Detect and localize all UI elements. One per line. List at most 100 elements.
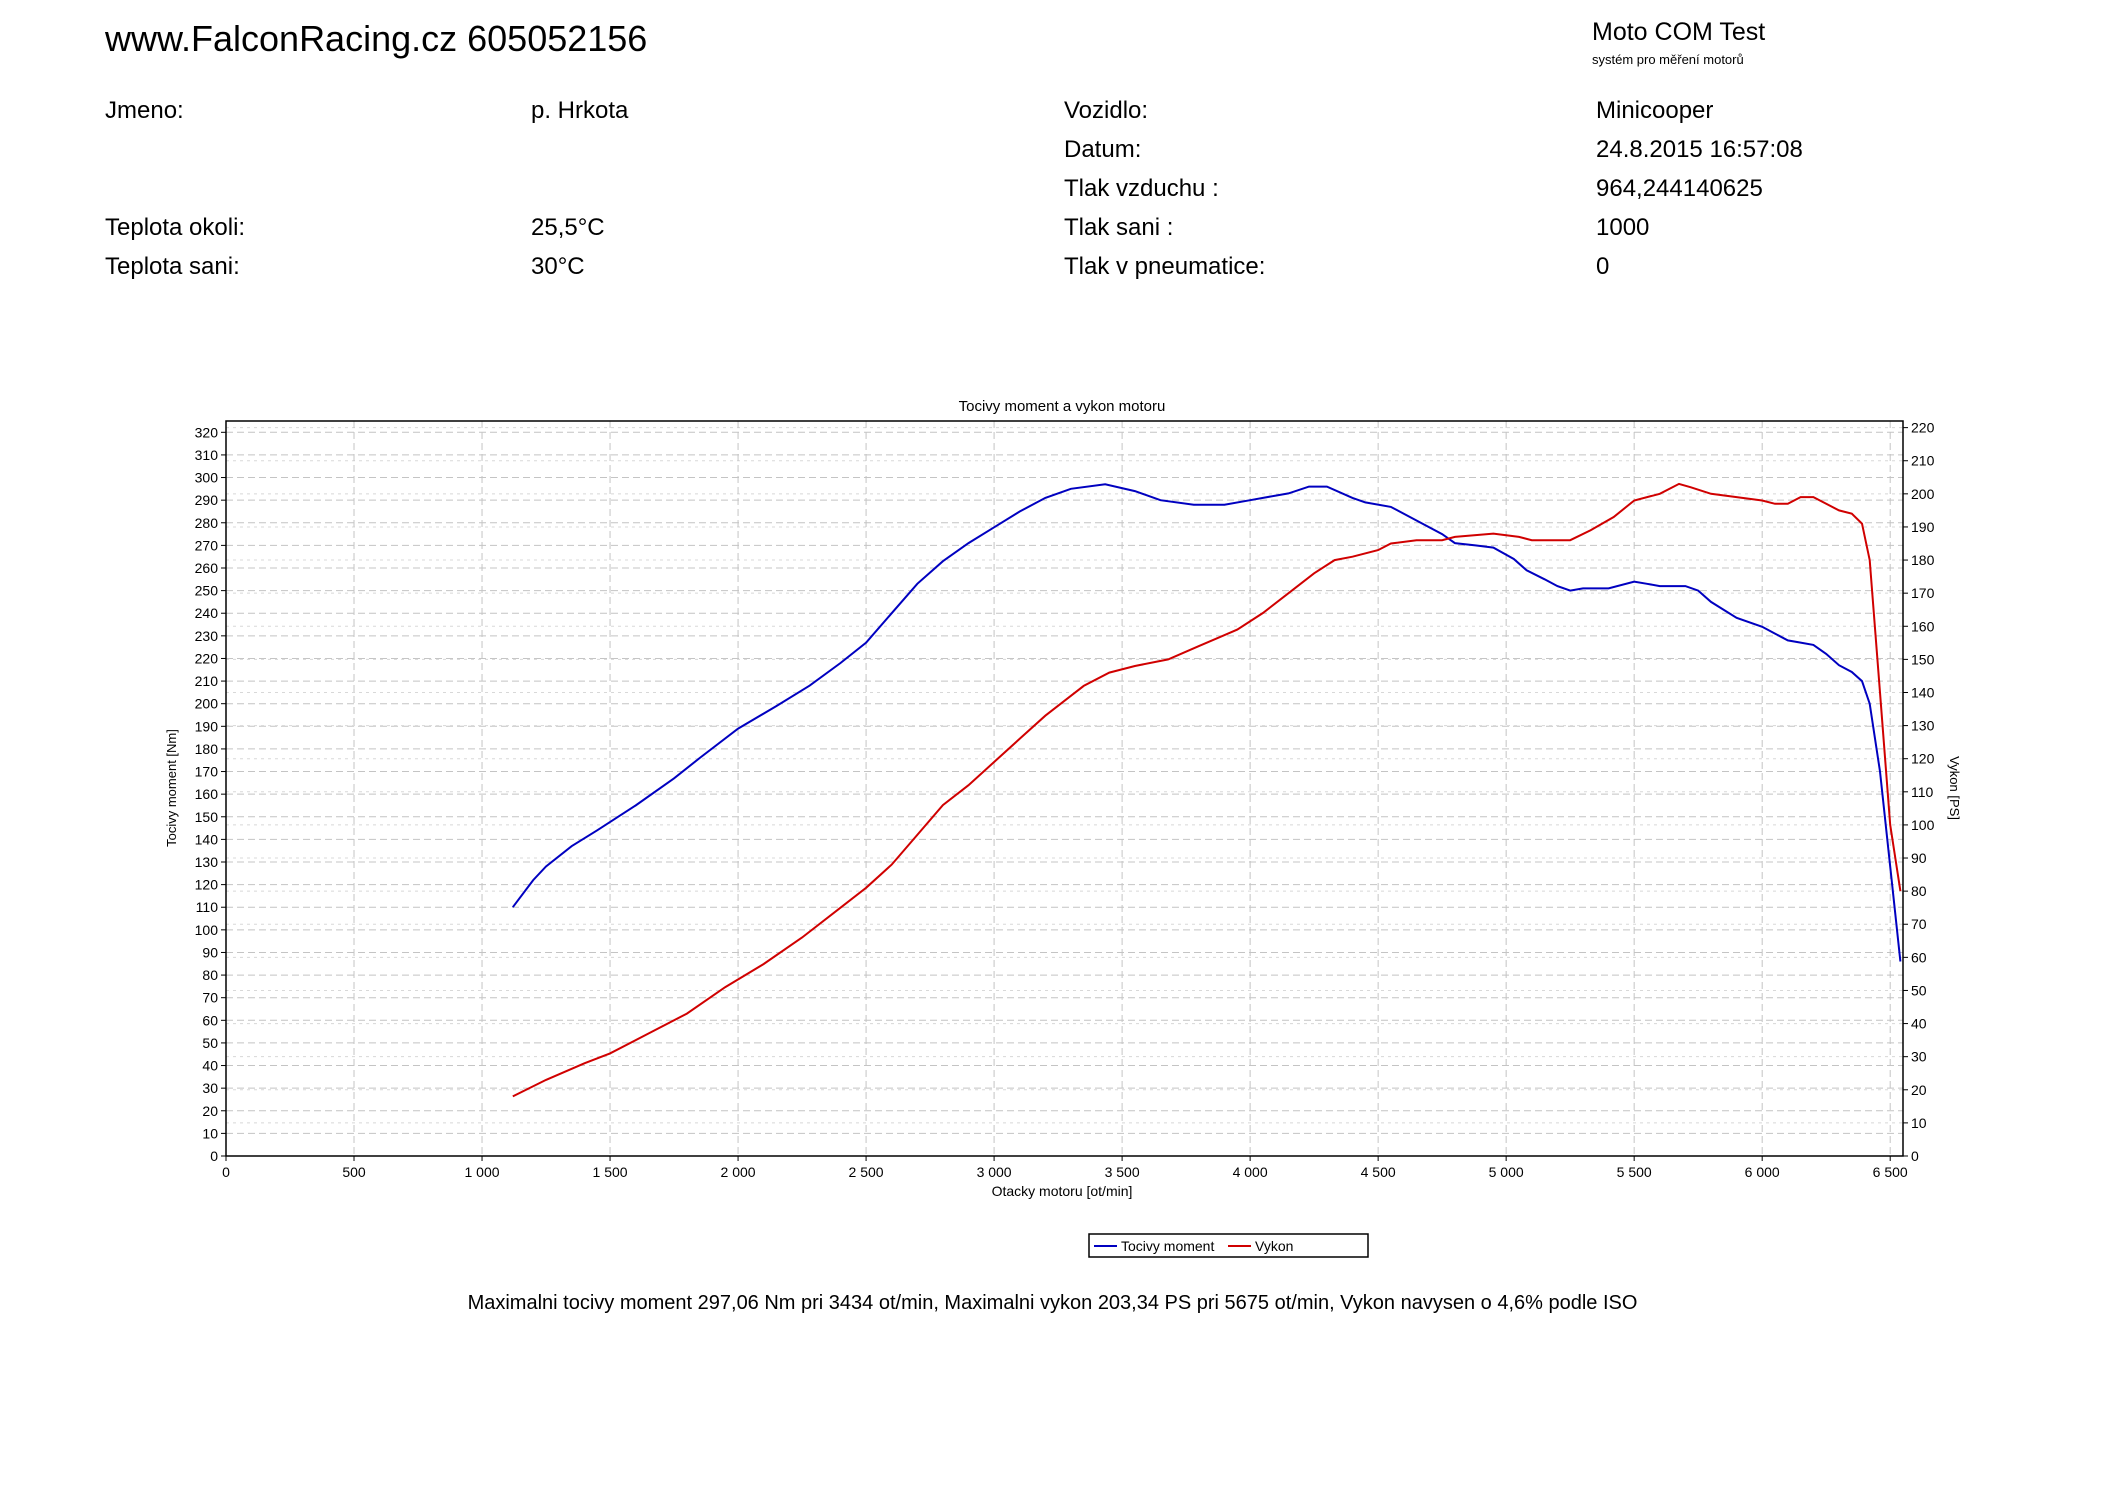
- y-tick-label: 240: [195, 605, 219, 621]
- y-tick-label: 50: [202, 1035, 218, 1051]
- y2-tick-label: 210: [1911, 453, 1935, 469]
- x-tick-label: 6 000: [1745, 1164, 1780, 1180]
- info-label: Datum:: [1064, 136, 1142, 163]
- y2-tick-label: 150: [1911, 651, 1935, 667]
- y-axis-label: Tocivy moment [Nm]: [164, 729, 179, 847]
- legend: Tocivy moment Vykon: [1088, 1233, 1369, 1258]
- y2-tick-label: 50: [1911, 982, 1927, 998]
- x-tick-label: 1 000: [465, 1164, 500, 1180]
- y-tick-label: 250: [195, 583, 219, 599]
- y2-tick-label: 170: [1911, 585, 1935, 601]
- y2-tick-label: 140: [1911, 684, 1935, 700]
- y-tick-label: 270: [195, 537, 219, 553]
- y-tick-label: 20: [202, 1103, 218, 1119]
- y-tick-label: 110: [196, 899, 219, 915]
- legend-power-label: Vykon: [1255, 1238, 1293, 1254]
- x-tick-label: 3 500: [1105, 1164, 1140, 1180]
- info-label: Tlak sani :: [1064, 214, 1174, 241]
- y2-tick-label: 0: [1911, 1148, 1919, 1164]
- x-tick-label: 5 000: [1489, 1164, 1524, 1180]
- y-tick-label: 200: [195, 696, 219, 712]
- y2-tick-label: 40: [1911, 1016, 1927, 1032]
- y-tick-label: 90: [202, 944, 218, 960]
- y-tick-label: 150: [195, 809, 219, 825]
- y2-tick-label: 110: [1911, 784, 1934, 800]
- torque-series-line: [512, 483, 1902, 962]
- grid-lines: [226, 421, 1903, 1156]
- y2-tick-label: 220: [1911, 420, 1935, 436]
- info-value: 964,244140625: [1596, 175, 1763, 202]
- y2-tick-label: 130: [1911, 718, 1935, 734]
- x-tick-label: 2 000: [721, 1164, 756, 1180]
- y-tick-label: 290: [195, 492, 219, 508]
- y-tick-label: 160: [195, 786, 219, 802]
- site-header: www.FalconRacing.cz 605052156: [105, 18, 648, 59]
- y-tick-label: 100: [195, 922, 219, 938]
- x-axis-label: Otacky motoru [ot/min]: [992, 1183, 1133, 1199]
- x-tick-label: 4 500: [1361, 1164, 1396, 1180]
- y-tick-label: 210: [195, 673, 219, 689]
- y-tick-label: 170: [195, 764, 219, 780]
- y-tick-label: 280: [195, 515, 219, 531]
- y-tick-label: 40: [202, 1058, 218, 1074]
- info-label: Tlak vzduchu :: [1064, 175, 1219, 202]
- y-tick-label: 80: [202, 967, 218, 983]
- legend-torque-label: Tocivy moment: [1121, 1238, 1214, 1254]
- info-value: 25,5°C: [531, 214, 605, 241]
- y2-tick-label: 60: [1911, 949, 1927, 965]
- y-tick-label: 130: [195, 854, 219, 870]
- y2-tick-label: 180: [1911, 552, 1935, 568]
- x-tick-label: 6 500: [1873, 1164, 1908, 1180]
- y2-tick-label: 90: [1911, 850, 1927, 866]
- y-tick-label: 190: [195, 718, 219, 734]
- info-label: Jmeno:: [105, 97, 184, 124]
- y-tick-label: 300: [195, 470, 219, 486]
- y2-tick-label: 100: [1911, 817, 1935, 833]
- y-tick-label: 180: [195, 741, 219, 757]
- y-tick-label: 140: [195, 831, 219, 847]
- info-value: 30°C: [531, 253, 585, 280]
- info-label: Vozidlo:: [1064, 97, 1149, 124]
- y2-tick-label: 190: [1911, 519, 1935, 535]
- y2-tick-label: 30: [1911, 1049, 1927, 1065]
- info-label: Teplota sani:: [105, 253, 240, 280]
- y2-tick-label: 70: [1911, 916, 1927, 932]
- x-tick-label: 0: [222, 1164, 230, 1180]
- y-axis-right: 0 10 20 30 40 50 60 70 80 90 100 110 120 130 140 150 160…: [1903, 420, 1935, 1164]
- y-tick-label: 60: [202, 1012, 218, 1028]
- y-tick-label: 10: [202, 1125, 218, 1141]
- x-tick-label: 500: [342, 1164, 366, 1180]
- y-tick-label: 70: [202, 990, 218, 1006]
- x-tick-label: 2 500: [849, 1164, 884, 1180]
- y2-tick-label: 80: [1911, 883, 1927, 899]
- power-series-line: [512, 482, 1902, 1098]
- y-tick-label: 30: [202, 1080, 218, 1096]
- info-value: p. Hrkota: [531, 97, 629, 124]
- y-tick-label: 260: [195, 560, 219, 576]
- y2-tick-label: 10: [1911, 1115, 1927, 1131]
- y2-tick-label: 200: [1911, 486, 1935, 502]
- y2-tick-label: 120: [1911, 751, 1935, 767]
- chart-title: Tocivy moment a vykon motoru: [959, 398, 1166, 415]
- y-tick-label: 0: [210, 1148, 218, 1164]
- y-axis-left: 0 10 20 30 40 50 60 70 80 90 100 110 120 130 140 150 160…: [195, 424, 226, 1164]
- y2-tick-label: 160: [1911, 618, 1935, 634]
- brand-subtitle: systém pro měření motorů: [1592, 52, 1744, 67]
- brand-name: Moto COM Test: [1592, 18, 1766, 46]
- plot-frame: [225, 420, 1904, 1157]
- info-label: Teplota okoli:: [105, 214, 246, 241]
- info-value: 1000: [1596, 214, 1650, 241]
- y-tick-label: 120: [195, 877, 219, 893]
- info-value: 24.8.2015 16:57:08: [1596, 136, 1803, 163]
- info-label: Tlak v pneumatice:: [1064, 253, 1266, 280]
- x-axis: 0 500 1 000 1 500 2 000 2 500 3 000 3 500 4 000 4…: [222, 1156, 1908, 1180]
- x-tick-label: 3 000: [977, 1164, 1012, 1180]
- y2-tick-label: 20: [1911, 1082, 1927, 1098]
- y2-axis-label: Vykon [PS]: [1947, 756, 1962, 820]
- x-tick-label: 5 500: [1617, 1164, 1652, 1180]
- y-tick-label: 230: [195, 628, 219, 644]
- y-tick-label: 310: [195, 447, 219, 463]
- info-value: 0: [1596, 253, 1610, 280]
- y-tick-label: 220: [195, 650, 219, 666]
